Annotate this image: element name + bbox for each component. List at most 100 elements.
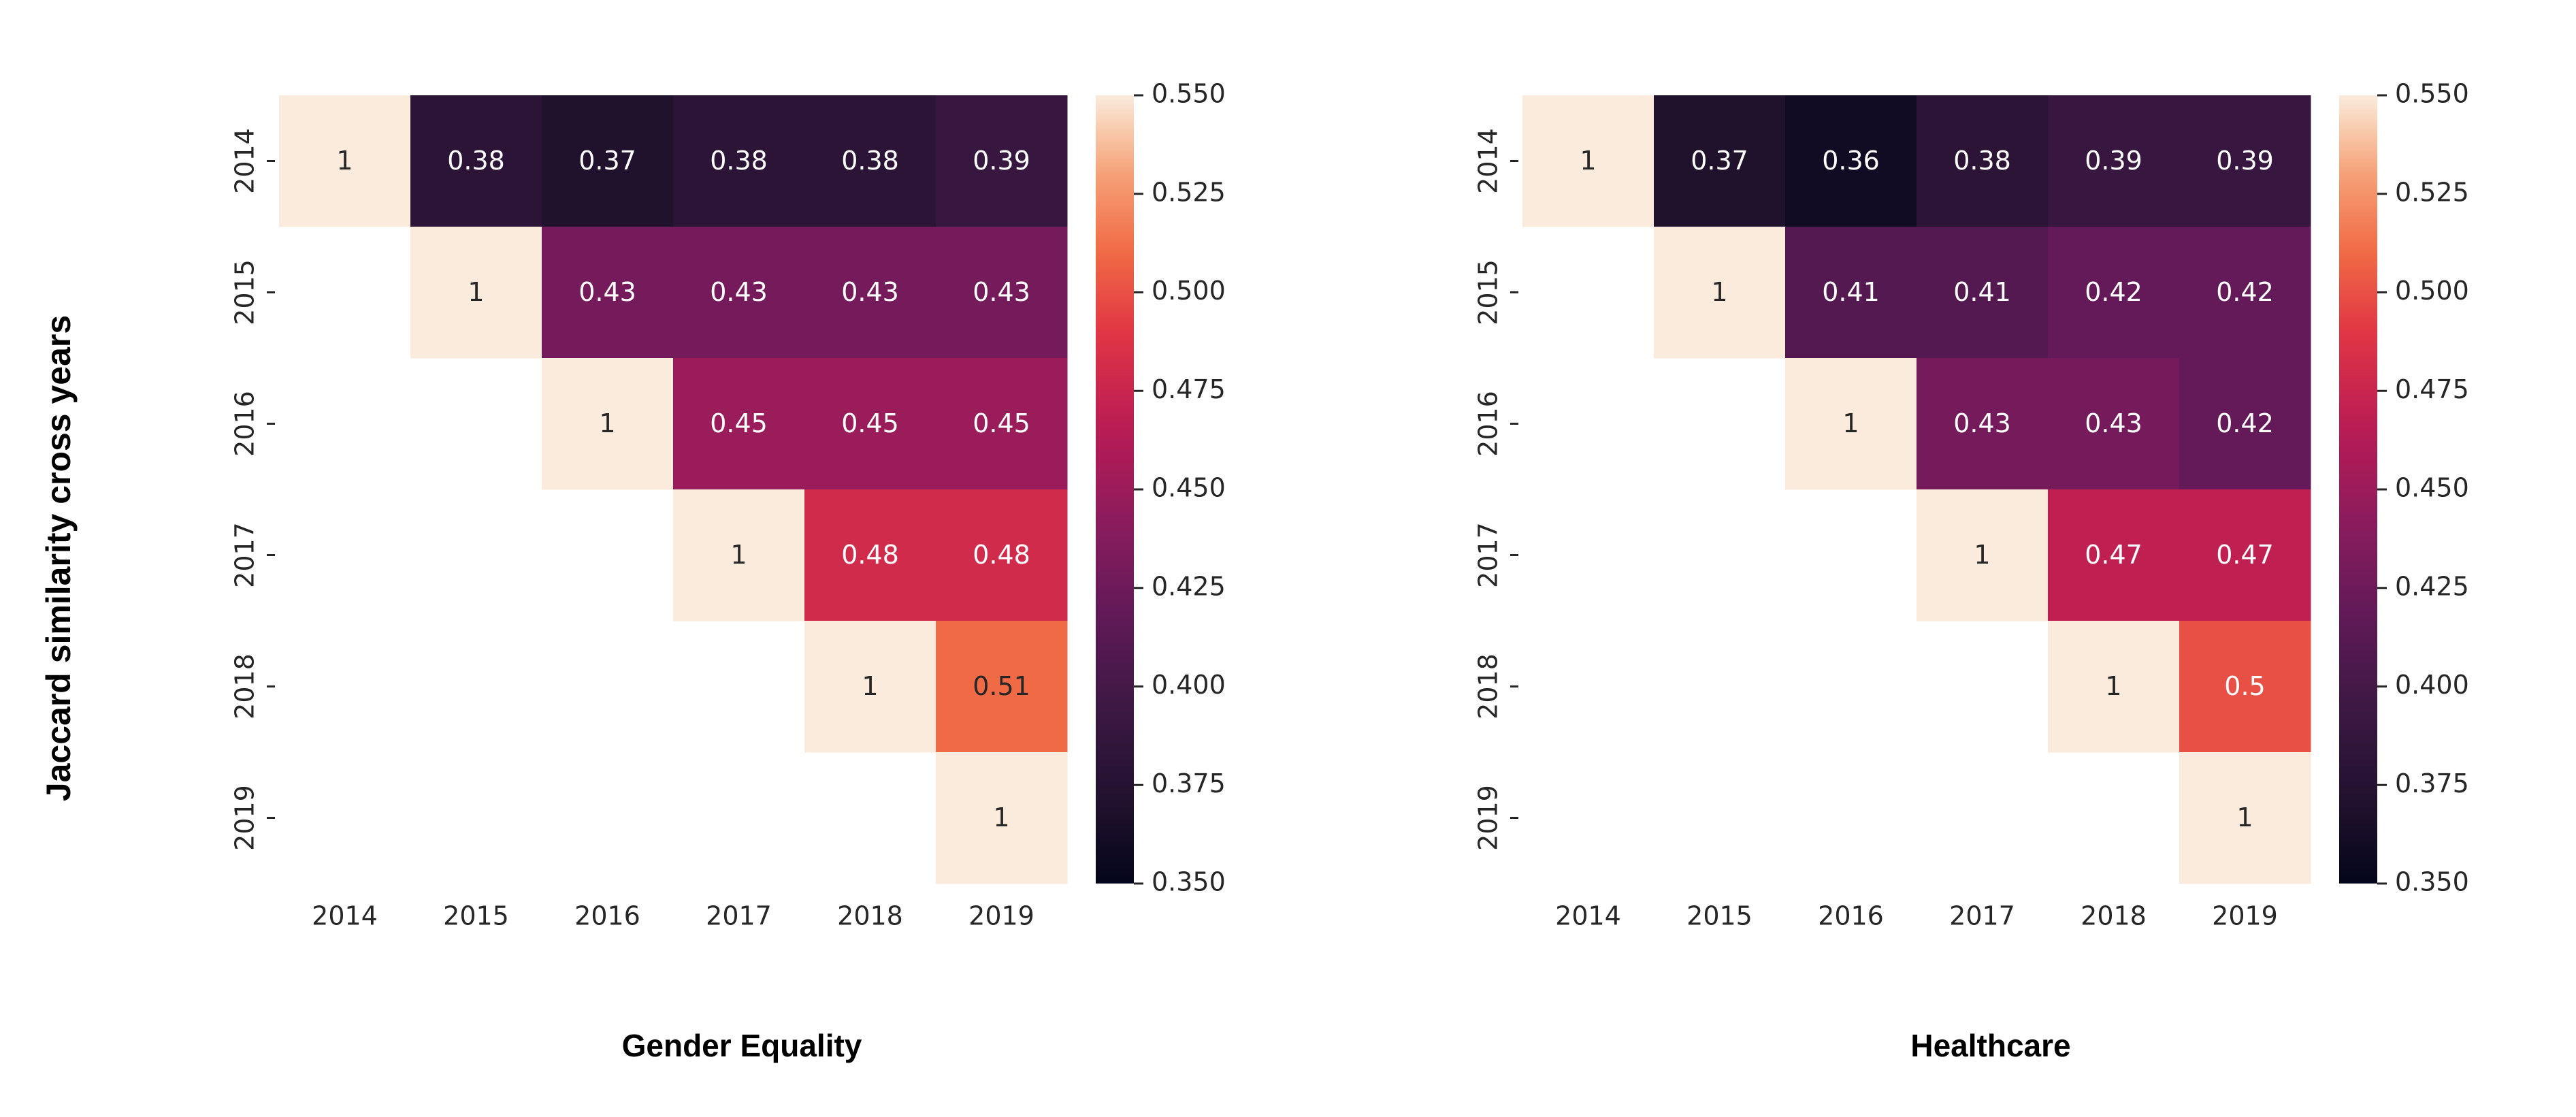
x-tick-label: 2018 [837,901,903,931]
cell-value-label: 1 [1580,146,1596,176]
colorbar-tick-label: 0.525 [1152,177,1226,207]
cell-value-label: 0.47 [2216,540,2274,570]
heatmap-cell [1917,358,2049,490]
heatmap-cell [936,95,1068,227]
heatmap-cell [279,95,411,227]
colorbar-tick-label: 0.475 [1152,374,1226,404]
cell-value-label: 0.45 [973,408,1030,438]
cell-value-label: 0.48 [973,540,1030,570]
y-tick-label: 2015 [230,259,260,325]
y-tick-label: 2018 [230,653,260,719]
x-tick-label: 2018 [2081,901,2147,931]
colorbar-tick-label: 0.425 [1152,571,1226,601]
cell-value-label: 1 [993,803,1009,832]
heatmap-panel-gender-equality: 1 0.38 0.37 0.38 0.38 0.39 1 0.43 0.43 0.43 0.43 1 0… [230,79,1226,931]
heatmap-cell [804,227,936,359]
cell-value-label: 0.43 [973,277,1030,307]
x-tick-label: 2019 [2212,901,2278,931]
panel-title-gender-equality: Gender Equality [622,1028,862,1063]
cell-value-label: 0.45 [841,408,899,438]
cell-value-label: 1 [730,540,747,570]
heatmap-cell [410,95,542,227]
cell-value-label: 0.39 [973,146,1030,176]
colorbar-tick-label: 0.550 [1152,79,1226,109]
cell-value-label: 0.43 [2085,408,2142,438]
heatmap-cell [673,489,805,621]
cell-value-label: 0.38 [841,146,899,176]
colorbar-tick-label: 0.375 [1152,768,1226,798]
cell-value-label: 1 [2236,803,2253,832]
y-tick-label: 2014 [1473,128,1503,194]
cell-value-label: 0.38 [1953,146,2011,176]
heatmap-cell [2179,227,2311,359]
x-tick-label: 2016 [574,901,640,931]
heatmap-cell [936,358,1068,490]
colorbar [1096,95,1134,884]
y-tick-label: 2019 [1473,785,1503,851]
heatmap-cell [673,227,805,359]
heatmap-cell [936,621,1068,753]
heatmap-cell [1785,95,1917,227]
cell-value-label: 0.45 [710,408,768,438]
cell-value-label: 1 [862,671,878,701]
colorbar-tick-label: 0.475 [2395,374,2469,404]
x-tick-label: 2016 [1818,901,1884,931]
colorbar-tick-label: 0.400 [1152,670,1226,700]
heatmap-cell [542,358,674,490]
cell-value-label: 0.5 [2224,671,2265,701]
colorbar-tick-label: 0.425 [2395,571,2469,601]
heatmap-cell [673,358,805,490]
cell-value-label: 0.41 [1822,277,1880,307]
cell-value-label: 0.42 [2085,277,2142,307]
colorbar-tick-label: 0.400 [2395,670,2469,700]
x-tick-label: 2014 [1555,901,1621,931]
heatmap-cell [2179,358,2311,490]
heatmap-cell [804,621,936,753]
y-tick-label: 2018 [1473,653,1503,719]
cell-value-label: 0.37 [578,146,636,176]
cell-value-label: 0.47 [2085,540,2142,570]
cell-value-label: 0.39 [2085,146,2142,176]
heatmap-cell [1522,95,1654,227]
cell-value-label: 0.38 [447,146,505,176]
heatmap-cell [2179,95,2311,227]
cell-value-label: 0.41 [1953,277,2011,307]
cell-value-label: 0.43 [1953,408,2011,438]
heatmap-cell [804,95,936,227]
heatmap-cell [804,489,936,621]
heatmap-cell [2048,621,2180,753]
x-tick-label: 2017 [1949,901,2015,931]
y-tick-label: 2016 [230,391,260,457]
cell-value-label: 1 [1711,277,1727,307]
x-tick-label: 2014 [312,901,378,931]
heatmap-cell [936,489,1068,621]
y-tick-label: 2014 [230,128,260,194]
cell-value-label: 0.36 [1822,146,1880,176]
heatmap-cell [1917,95,2049,227]
cell-value-label: 0.43 [710,277,768,307]
figure-ylabel: Jaccard similarity cross years [39,315,78,801]
cell-value-label: 0.37 [1691,146,1748,176]
heatmap-cell [410,227,542,359]
heatmap-cell [542,227,674,359]
cell-value-label: 0.51 [973,671,1030,701]
heatmap-cell [1785,227,1917,359]
colorbar-tick-label: 0.500 [2395,276,2469,306]
colorbar-tick-label: 0.525 [2395,177,2469,207]
y-tick-label: 2019 [230,785,260,851]
colorbar-tick-label: 0.450 [2395,473,2469,503]
cell-value-label: 1 [1974,540,1990,570]
heatmap-cell [2048,489,2180,621]
heatmap-panel-healthcare: 1 0.37 0.36 0.38 0.39 0.39 1 0.41 0.41 0.42 0.42 1 0… [1473,79,2469,931]
cell-value-label: 1 [468,277,484,307]
cell-value-label: 1 [2105,671,2121,701]
colorbar-tick-label: 0.350 [2395,867,2469,897]
cell-value-label: 0.48 [841,540,899,570]
y-tick-label: 2015 [1473,259,1503,325]
heatmap-cell [1917,227,2049,359]
heatmap-cell [673,95,805,227]
cell-value-label: 0.39 [2216,146,2274,176]
cell-value-label: 1 [599,408,615,438]
heatmap-cell [2048,95,2180,227]
